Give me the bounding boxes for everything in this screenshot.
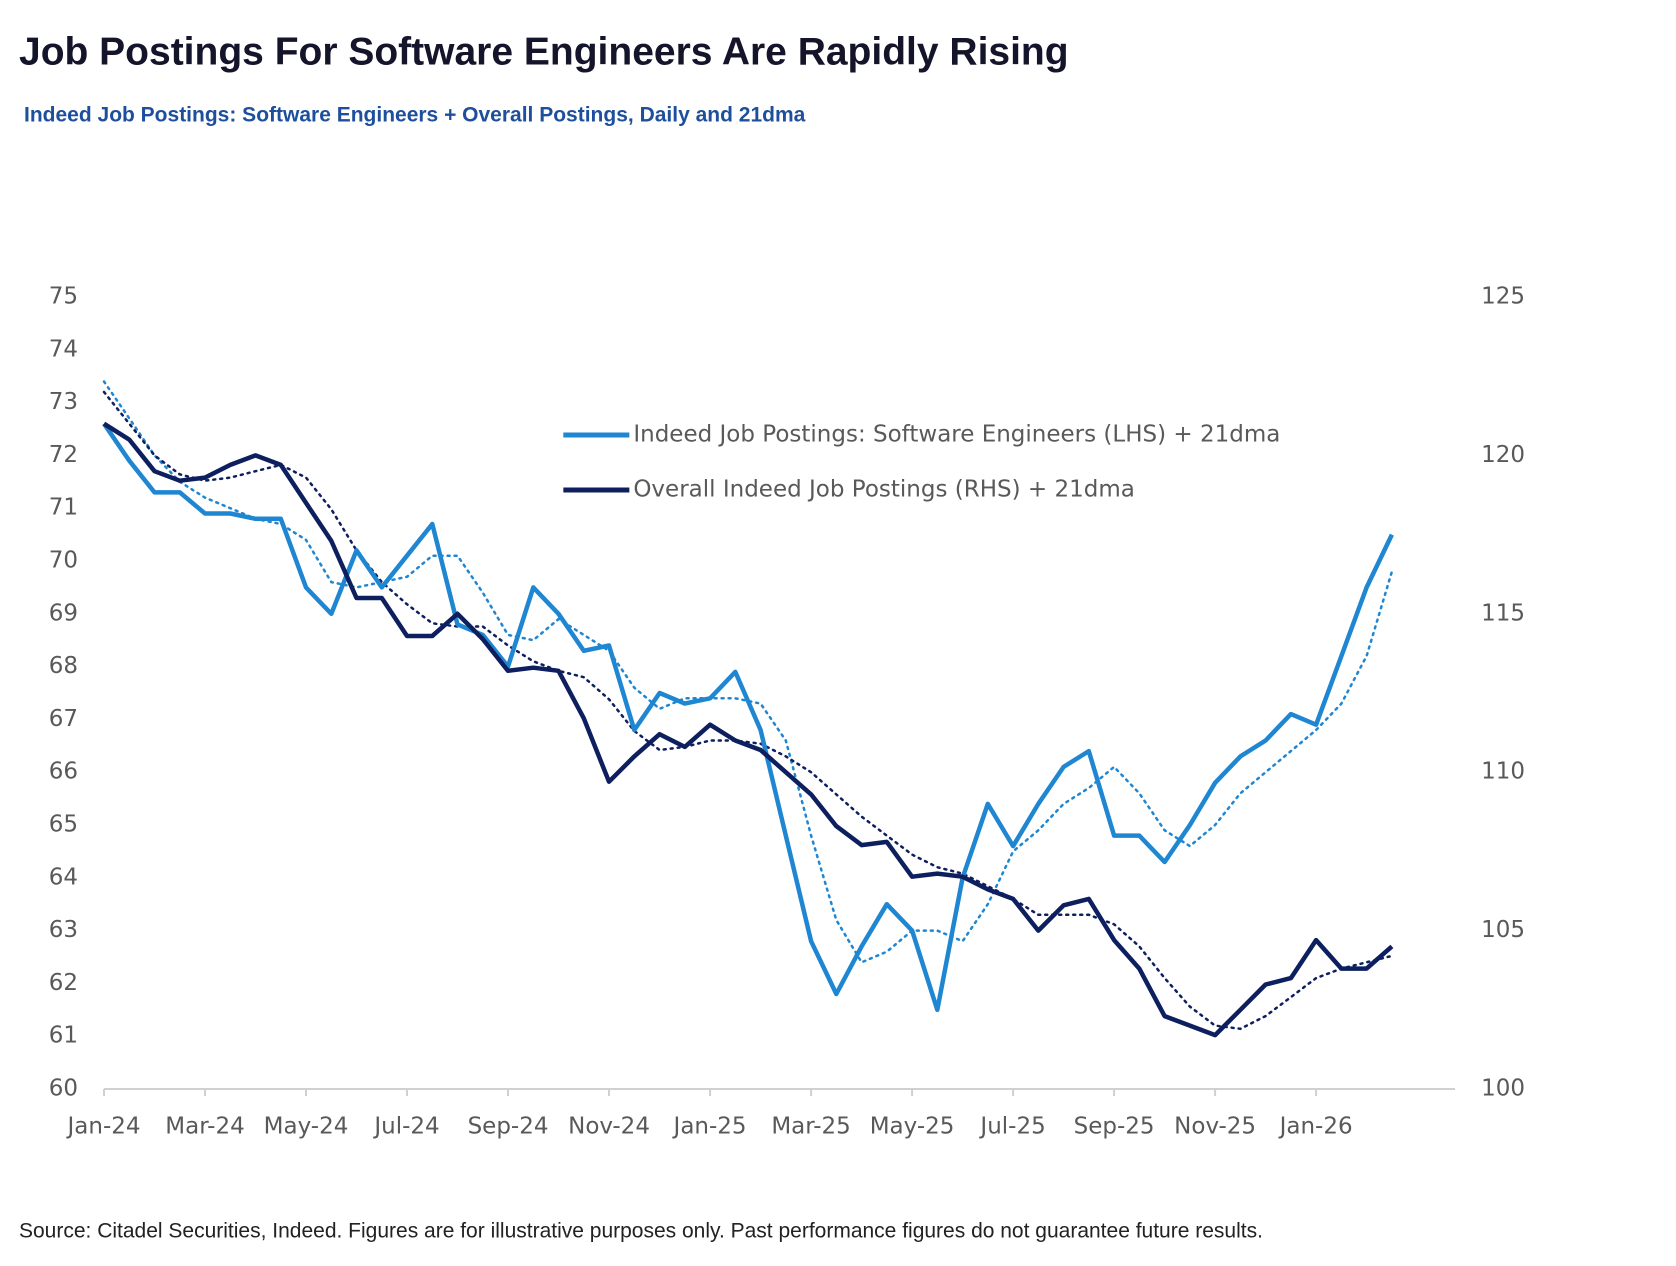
x-tick-label: Sep-25 [1074, 1114, 1155, 1140]
x-tick-label: Jul-25 [978, 1114, 1045, 1140]
y-tick-label: 63 [49, 917, 78, 943]
moving-average-line [102, 380, 1394, 964]
y-tick-label: 70 [49, 548, 78, 574]
y-tick-label: 75 [49, 284, 78, 310]
x-tick-label: Mar-25 [771, 1114, 851, 1140]
x-tick-label: Sep-24 [468, 1114, 549, 1140]
source-note: Source: Citadel Securities, Indeed. Figu… [19, 1220, 1263, 1243]
x-tick-label: May-24 [264, 1114, 349, 1140]
x-tick-label: Nov-25 [1174, 1114, 1256, 1140]
y-tick-label: 60 [49, 1076, 78, 1102]
legend-label: Overall Indeed Job Postings (RHS) + 21dm… [633, 477, 1135, 503]
y2-tick-label: 110 [1481, 759, 1525, 785]
y-tick-label: 67 [49, 706, 78, 732]
x-tick-label: Jan-24 [65, 1114, 140, 1140]
chart-subtitle: Indeed Job Postings: Software Engineers … [24, 104, 806, 127]
y-tick-label: 62 [49, 970, 78, 996]
y2-tick-label: 120 [1481, 442, 1525, 468]
series-line [102, 422, 1394, 1013]
chart-title: Job Postings For Software Engineers Are … [19, 30, 1069, 73]
y-tick-label: 64 [49, 864, 78, 890]
y-tick-label: 74 [49, 336, 78, 362]
y-tick-label: 66 [49, 759, 78, 785]
x-tick-label: Jul-24 [372, 1114, 439, 1140]
y-tick-label: 61 [49, 1023, 78, 1049]
y-tick-label: 72 [49, 442, 78, 468]
y2-tick-label: 105 [1481, 917, 1525, 943]
y2-tick-label: 115 [1481, 600, 1525, 626]
y-tick-label: 71 [49, 495, 78, 521]
y-tick-label: 65 [49, 812, 78, 838]
x-tick-label: Jan-25 [672, 1114, 747, 1140]
legend-label: Indeed Job Postings: Software Engineers … [633, 422, 1280, 448]
moving-average-line [102, 390, 1394, 1031]
y-tick-label: 73 [49, 389, 78, 415]
series-line [102, 421, 1394, 1038]
x-tick-label: May-25 [870, 1114, 955, 1140]
x-tick-label: Mar-24 [165, 1114, 245, 1140]
x-tick-label: Jan-26 [1278, 1114, 1353, 1140]
y-tick-label: 69 [49, 600, 78, 626]
y2-tick-label: 100 [1481, 1076, 1525, 1102]
x-tick-label: Nov-24 [568, 1114, 650, 1140]
y-tick-label: 68 [49, 653, 78, 679]
y2-tick-label: 125 [1481, 284, 1525, 310]
